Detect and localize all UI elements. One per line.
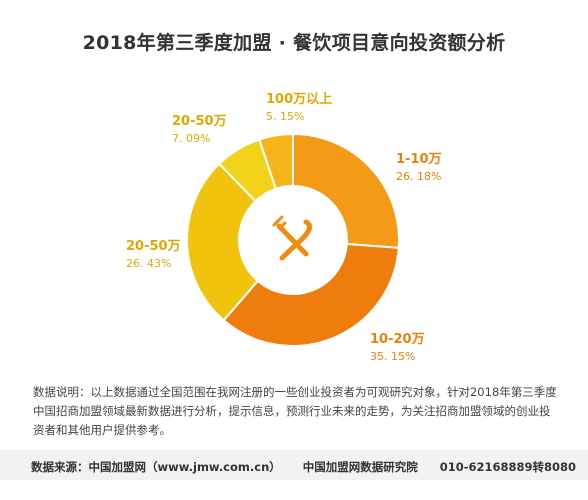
slice-label: 100万以上 [266, 92, 332, 107]
slice-label: 20-50万 [126, 239, 181, 254]
slice-label: 1-10万 [396, 152, 442, 167]
slice-label: 20-50万 [172, 114, 227, 129]
slice-value: 35. 15% [370, 350, 415, 363]
source-origin: 数据来源：中国加盟网（www.jmw.com.cn） [31, 460, 281, 474]
pie-slice [292, 132, 400, 249]
pie-labels: 1-10万 26. 18% 10-20万 35. 15% 20-50万 26. 43% 20… [126, 92, 442, 363]
source-institute: 中国加盟网数据研究院 [302, 460, 418, 474]
slice-value: 26. 43% [126, 257, 171, 270]
pie-slices [186, 132, 400, 347]
source-bar [0, 450, 588, 480]
slice-value: 26. 18% [396, 170, 441, 183]
pie-slice [222, 242, 400, 347]
pie-slice [258, 132, 294, 191]
data-source: 数据来源：中国加盟网（www.jmw.com.cn） 中国加盟网数据研究院 010-… [31, 459, 576, 475]
slice-value: 5. 15% [266, 110, 304, 123]
fork-knife-icon [245, 192, 341, 288]
chart-title: 2018年第三季度加盟 · 餐饮项目意向投资额分析 [82, 32, 506, 54]
source-phone: 010-62168889转8080 [439, 460, 577, 474]
pie-slice [186, 162, 260, 322]
data-description: 数据说明：以上数据通过全国范围在我网注册的一些创业投资者为可观研究对象，针对20… [33, 385, 557, 437]
pie-chart: 1-10万 26. 18% 10-20万 35. 15% 20-50万 26. 43% 20… [126, 92, 442, 363]
slice-value: 7. 09% [172, 132, 210, 145]
slice-label: 10-20万 [370, 332, 425, 347]
